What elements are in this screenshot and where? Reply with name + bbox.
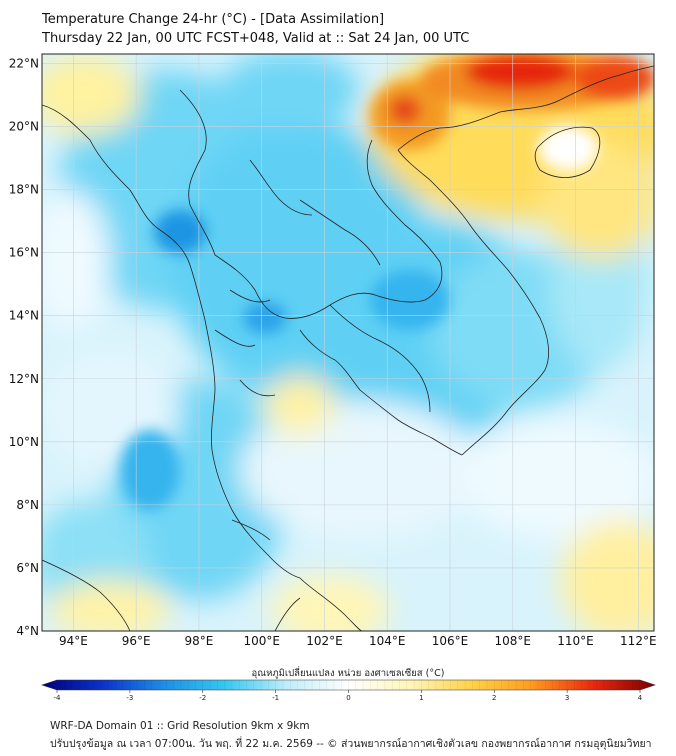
coastline (397, 149, 550, 456)
warm-region (270, 575, 390, 631)
border (249, 159, 313, 216)
latitude-tick-label: 14°N (9, 309, 39, 323)
border (299, 199, 381, 266)
latitude-tick-label: 16°N (9, 246, 39, 260)
colorbar-tick-label: 3 (565, 694, 569, 702)
cool-region (220, 54, 360, 130)
longitude-tick-label: 106°E (432, 634, 469, 648)
latitude-tick-label: 8°N (16, 498, 39, 512)
latitude-tick-label: 22°N (9, 56, 39, 70)
colorbar-tick-label: 1 (419, 694, 423, 702)
latitude-tick-label: 18°N (9, 183, 39, 197)
coastline (274, 597, 301, 631)
latitude-labels: 22°N 20°N 18°N 16°N 14°N 12°N 10°N 8°N 6°N 4°N (9, 56, 39, 638)
longitude-tick-label: 108°E (495, 634, 532, 648)
colorbar-label: อุณหภูมิเปลี่ยนแปลง หน่วย องศาเซลเซียส (… (252, 666, 445, 679)
map-frame (41, 53, 655, 632)
very-hot-core (389, 96, 421, 124)
longitude-tick-label: 110°E (557, 634, 594, 648)
coastline (397, 65, 654, 151)
longitude-tick-label: 98°E (184, 634, 213, 648)
colorbar-tick-label: -4 (54, 694, 62, 702)
colorbar-tick-label: 2 (492, 694, 496, 702)
very-hot-core (465, 54, 575, 90)
border (366, 139, 441, 263)
warm-region (50, 580, 170, 631)
very-hot-core (575, 56, 654, 100)
chart-subtitle: Thursday 22 Jan, 00 UTC FCST+048, Valid … (42, 31, 470, 46)
neutral-region (460, 420, 654, 540)
footer-line-1: WRF-DA Domain 01 :: Grid Resolution 9km … (50, 720, 310, 732)
cold-core (243, 302, 287, 334)
temperature-field (42, 54, 654, 631)
temperature-map-figure: 22°N 20°N 18°N 16°N 14°N 12°N 10°N 8°N 6°N 4°N 94… (9, 53, 657, 702)
coastlines-and-borders (42, 65, 654, 631)
neutral-core (538, 126, 598, 170)
border (329, 304, 431, 413)
neutral-region (42, 190, 110, 330)
coastline (299, 577, 363, 631)
longitude-tick-label: 102°E (306, 634, 343, 648)
longitude-tick-label: 112°E (620, 634, 657, 648)
warm-region (265, 375, 335, 435)
coastline (299, 329, 463, 456)
longitude-tick-label: 96°E (122, 634, 151, 648)
latitude-tick-label: 4°N (16, 624, 39, 638)
border (231, 519, 271, 541)
cold-core (370, 270, 450, 330)
province-borders (214, 289, 276, 397)
warm-region (42, 55, 140, 135)
longitude-labels: 94°E 96°E 98°E 100°E 102°E 104°E 106°E 108°E 110… (59, 634, 657, 648)
footer-line-2: ปรับปรุงข้อมูล ณ เวลา 07:00น. วัน พฤ. ที… (50, 738, 652, 750)
cold-core (120, 430, 180, 510)
colorbar-ticks: -4 -3 -2 -1 0 1 2 3 4 (54, 680, 643, 702)
warm-region (540, 140, 654, 260)
warm-region (560, 520, 654, 631)
latitude-tick-label: 10°N (9, 435, 39, 449)
latitude-tick-label: 12°N (9, 372, 39, 386)
colorbar-tick-label: 0 (346, 694, 350, 702)
longitude-tick-label: 104°E (369, 634, 406, 648)
colorbar-tick-label: -1 (272, 694, 279, 702)
colorbar-tick-label: 4 (638, 694, 643, 702)
latitude-tick-label: 20°N (9, 120, 39, 134)
longitude-tick-label: 94°E (59, 634, 88, 648)
border (179, 89, 216, 256)
longitude-tick-label: 100°E (243, 634, 280, 648)
island-coastline (534, 126, 601, 178)
colorbar-tick-label: -2 (199, 694, 206, 702)
coastline (42, 559, 131, 631)
colorbar-tick-label: -3 (126, 694, 133, 702)
cold-core (154, 210, 206, 254)
chart-title: Temperature Change 24-hr (°C) - [Data As… (42, 12, 385, 27)
latitude-tick-label: 6°N (16, 561, 39, 575)
